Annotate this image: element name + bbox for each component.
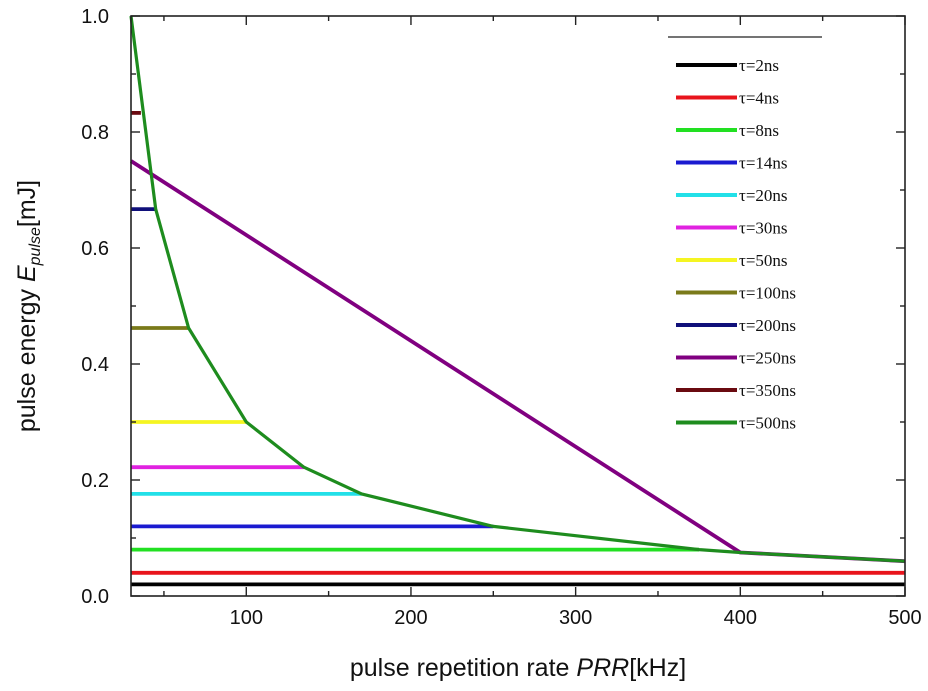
y-axis-title-variable: E bbox=[13, 265, 41, 282]
tick-labels: 100 200 300 400 500 0.0 0.2 0.4 0.6 0.8 1.0 bbox=[81, 6, 922, 629]
x-tick-label: 200 bbox=[394, 607, 427, 629]
x-axis-title: pulse repetition rate PRR[kHz] bbox=[350, 654, 686, 682]
y-tick-label: 0.2 bbox=[81, 470, 109, 492]
x-axis-title-prefix: pulse repetition rate bbox=[350, 654, 577, 682]
axis-ticks bbox=[131, 15, 906, 597]
y-axis-title-prefix: pulse energy bbox=[13, 282, 41, 432]
x-tick-label: 100 bbox=[230, 607, 263, 629]
legend-label: τ=20ns bbox=[739, 186, 788, 205]
legend-label: τ=500ns bbox=[739, 414, 796, 433]
x-axis-title-variable: PRR bbox=[576, 654, 629, 682]
legend-label: τ=2ns bbox=[739, 56, 779, 75]
y-tick-label: 0.4 bbox=[81, 354, 109, 376]
legend-label: τ=50ns bbox=[739, 251, 788, 270]
legend-label: τ=200ns bbox=[739, 316, 796, 335]
x-axis-title-unit: [kHz] bbox=[629, 654, 686, 682]
legend-label: τ=100ns bbox=[739, 284, 796, 303]
y-axis-title: pulse energy Epulse[mJ] bbox=[13, 180, 44, 432]
x-tick-label: 500 bbox=[888, 607, 921, 629]
y-tick-label: 0.0 bbox=[81, 586, 109, 608]
series-lines bbox=[129, 15, 906, 587]
legend-label: τ=4ns bbox=[739, 89, 779, 108]
series-line bbox=[129, 15, 906, 563]
legend-label: τ=30ns bbox=[739, 219, 788, 238]
plot-frame bbox=[130, 15, 906, 597]
y-tick-label: 0.8 bbox=[81, 122, 109, 144]
legend-label: τ=8ns bbox=[739, 121, 779, 140]
legend: τ=2ns τ=4ns τ=8ns τ=14ns τ=20ns τ=30ns τ=50ns τ… bbox=[668, 36, 822, 433]
legend-label: τ=350ns bbox=[739, 381, 796, 400]
y-tick-label: 0.6 bbox=[81, 238, 109, 260]
y-axis-title-unit: [mJ] bbox=[13, 180, 41, 227]
legend-label: τ=14ns bbox=[739, 154, 788, 173]
y-tick-label: 1.0 bbox=[81, 6, 109, 28]
x-tick-label: 300 bbox=[559, 607, 592, 629]
legend-label: τ=250ns bbox=[739, 349, 796, 368]
y-axis-title-subscript: pulse bbox=[27, 227, 44, 266]
x-tick-label: 400 bbox=[724, 607, 757, 629]
